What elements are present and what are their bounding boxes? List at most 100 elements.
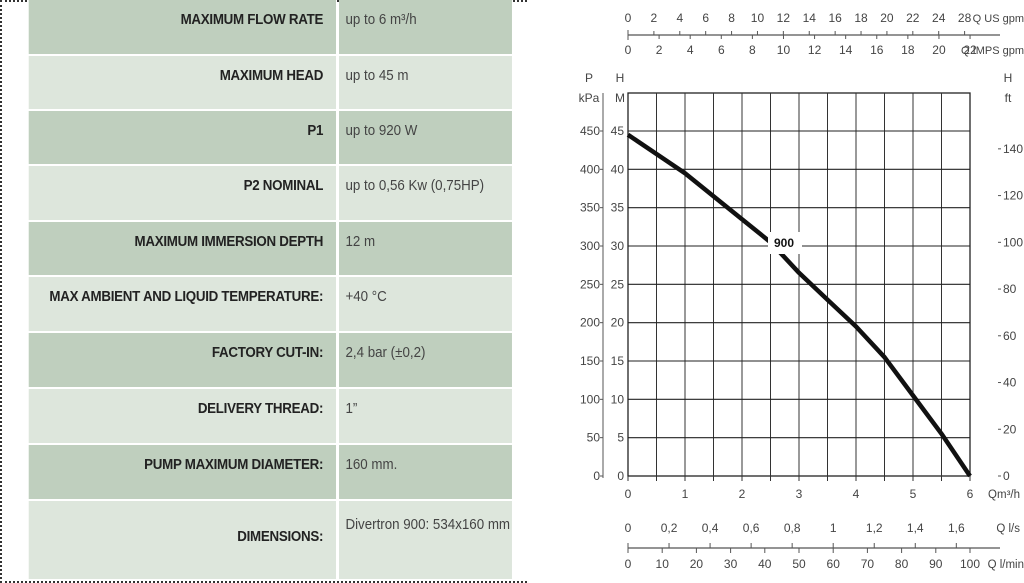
us-gpm-tick-label: 0 (625, 11, 632, 25)
us-gpm-tick-label: 12 (777, 11, 791, 25)
y-ft-tick-label: 20 (1003, 422, 1017, 436)
y-pressure-tick-label: 150 (580, 354, 600, 368)
y-head-tick-label: 0 (617, 469, 624, 483)
x-tick-label: 2 (739, 487, 746, 501)
curve-label-900: 900 (774, 236, 794, 250)
imp-gpm-axis-label: Q IMPS gpm (961, 45, 1024, 57)
us-gpm-axis-label: Q US gpm (973, 13, 1024, 25)
imp-gpm-tick-label: 22 (963, 43, 977, 57)
imp-gpm-tick-label: 18 (901, 43, 915, 57)
us-gpm-tick-label: 14 (803, 11, 817, 25)
spec-label: DIMENSIONS: (28, 501, 336, 579)
spec-label: FACTORY CUT-IN: (28, 333, 336, 387)
lmin-tick-label: 20 (690, 557, 704, 571)
spec-row: DELIVERY THREAD: 1” (2, 389, 527, 443)
y-head-tick-label: 10 (611, 392, 625, 406)
x-tick-label: 3 (796, 487, 803, 501)
spec-row: MAX AMBIENT AND LIQUID TEMPERATURE: +40 °… (2, 277, 527, 331)
ls-tick-label: 0,8 (784, 521, 801, 535)
us-gpm-tick-label: 16 (828, 11, 842, 25)
ls-tick-label: 0,2 (661, 521, 678, 535)
us-gpm-tick-label: 20 (880, 11, 894, 25)
us-gpm-tick-label: 4 (676, 11, 683, 25)
imp-gpm-tick-label: 10 (777, 43, 791, 57)
lmin-axis-label: Q l/min (988, 559, 1024, 571)
imp-gpm-tick-label: 8 (749, 43, 756, 57)
spec-value: 12 m (339, 222, 512, 275)
x-tick-label: 0 (625, 487, 632, 501)
ls-tick-label: 1,4 (907, 521, 924, 535)
pump-performance-chart: 0 1 2 3 4 5 6 Qm³/h051015202530354045HM05010015… (579, 11, 1024, 571)
spec-label: MAXIMUM FLOW RATE (28, 0, 336, 54)
lmin-tick-label: 30 (724, 557, 738, 571)
spec-label: P2 NOMINAL (28, 166, 336, 220)
spec-row: DIMENSIONS: Divertron 900: 534x160 mm (2, 501, 527, 579)
ls-axis-label: Q l/s (996, 523, 1020, 535)
x-tick-label: 4 (853, 487, 860, 501)
y-pressure-tick-label: 200 (580, 316, 600, 330)
spec-row: PUMP MAXIMUM DIAMETER: 160 mm. (2, 445, 527, 499)
y-head-tick-label: 35 (611, 201, 625, 215)
y-pressure-unit: kPa (579, 91, 600, 105)
y-ft-tick-label: 100 (1003, 235, 1023, 249)
lmin-tick-label: 80 (895, 557, 909, 571)
spec-value: +40 °C (339, 277, 512, 331)
spec-label: MAX AMBIENT AND LIQUID TEMPERATURE: (28, 277, 336, 331)
imp-gpm-tick-label: 20 (932, 43, 946, 57)
y-ft-tick-label: 80 (1003, 282, 1017, 296)
lmin-tick-label: 70 (861, 557, 875, 571)
y-head-tick-label: 5 (617, 431, 624, 445)
spec-value: up to 0,56 Kw (0,75HP) (339, 166, 512, 220)
pump-curve-900 (626, 132, 972, 478)
y-pressure-tick-label: 250 (580, 277, 600, 291)
y-pressure-tick-label: 100 (580, 392, 600, 406)
imp-gpm-tick-label: 16 (870, 43, 884, 57)
lmin-tick-label: 0 (625, 557, 632, 571)
spec-label: MAXIMUM IMMERSION DEPTH (28, 222, 336, 275)
imp-gpm-tick-label: 4 (687, 43, 694, 57)
us-gpm-tick-label: 8 (728, 11, 735, 25)
y-head-tick-label: 45 (611, 124, 625, 138)
spec-value: up to 920 W (339, 111, 512, 164)
lmin-tick-label: 50 (792, 557, 806, 571)
imp-gpm-tick-label: 12 (808, 43, 822, 57)
us-gpm-tick-label: 10 (751, 11, 765, 25)
y-ft-tick-label: 0 (1003, 469, 1010, 483)
spec-value: Divertron 900: 534x160 mm (339, 501, 512, 579)
ls-tick-label: 0,4 (702, 521, 719, 535)
y-head-tick-label: 15 (611, 354, 625, 368)
spec-label: MAXIMUM HEAD (28, 56, 336, 109)
lmin-tick-label: 90 (929, 557, 943, 571)
x-tick-label: 6 (967, 487, 974, 501)
y-head-axis-label: H (616, 71, 625, 85)
us-gpm-tick-label: 22 (906, 11, 920, 25)
x-tick-label: 1 (682, 487, 689, 501)
spec-value: 160 mm. (339, 445, 512, 499)
ls-tick-label: 0,6 (743, 521, 760, 535)
spec-row: FACTORY CUT-IN: 2,4 bar (±0,2) (2, 333, 527, 387)
ls-tick-label: 1,2 (866, 521, 883, 535)
y-ft-tick-label: 40 (1003, 376, 1017, 390)
us-gpm-tick-label: 28 (958, 11, 972, 25)
ls-tick-label: 0 (625, 521, 632, 535)
y-ft-axis-label: H (1004, 71, 1013, 85)
x-tick-label: 5 (910, 487, 917, 501)
us-gpm-tick-label: 18 (854, 11, 868, 25)
spec-row: P2 NOMINAL up to 0,56 Kw (0,75HP) (2, 166, 527, 220)
imp-gpm-tick-label: 2 (656, 43, 663, 57)
y-ft-tick-label: 140 (1003, 142, 1023, 156)
us-gpm-tick-label: 6 (702, 11, 709, 25)
y-head-tick-label: 40 (611, 162, 625, 176)
spec-row: MAXIMUM HEAD up to 45 m (2, 56, 527, 109)
spec-row: P1 up to 920 W (2, 111, 527, 164)
x-axis-label: Qm³/h (988, 489, 1020, 501)
lmin-tick-label: 10 (656, 557, 670, 571)
y-pressure-tick-label: 350 (580, 201, 600, 215)
y-head-tick-label: 30 (611, 239, 625, 253)
y-pressure-tick-label: 300 (580, 239, 600, 253)
y-pressure-tick-label: 450 (580, 124, 600, 138)
us-gpm-tick-label: 2 (651, 11, 658, 25)
ls-tick-label: 1,6 (948, 521, 965, 535)
y-pressure-tick-label: 0 (593, 469, 600, 483)
spec-value: up to 45 m (339, 56, 512, 109)
